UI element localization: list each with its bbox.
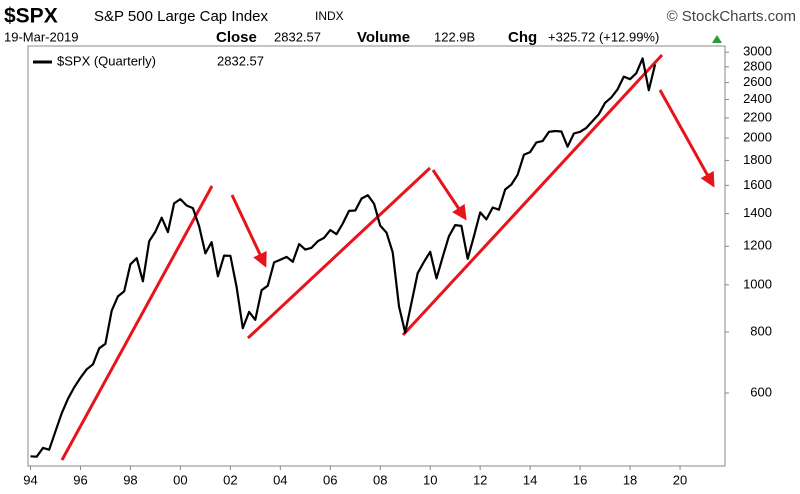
legend-value: 2832.57 xyxy=(217,53,264,68)
x-tick-label: 20 xyxy=(673,472,687,487)
y-tick-label: 2400 xyxy=(743,91,772,106)
x-tick-label: 00 xyxy=(173,472,187,487)
y-tick-label: 1400 xyxy=(743,205,772,220)
arrow xyxy=(431,169,467,221)
arrow xyxy=(658,89,715,188)
x-tick-label: 98 xyxy=(123,472,137,487)
up-icon xyxy=(712,35,722,43)
legend-label: $SPX (Quarterly) xyxy=(57,53,156,68)
x-tick-label: 96 xyxy=(73,472,87,487)
index-name: S&P 500 Large Cap Index xyxy=(94,8,269,25)
y-tick-label: 2600 xyxy=(743,74,772,89)
close-label: Close xyxy=(216,29,257,46)
y-tick-label: 1200 xyxy=(743,238,772,253)
y-tick-label: 3000 xyxy=(743,44,772,59)
source: © StockCharts.com xyxy=(667,8,796,25)
x-tick-label: 06 xyxy=(323,472,337,487)
y-tick-label: 2200 xyxy=(743,109,772,124)
symbol: $SPX xyxy=(4,5,58,28)
y-tick-label: 2000 xyxy=(743,130,772,145)
x-tick-label: 16 xyxy=(573,472,587,487)
y-tick-label: 1800 xyxy=(743,152,772,167)
x-tick-label: 18 xyxy=(623,472,637,487)
exchange: INDX xyxy=(315,9,344,23)
x-tick-label: 02 xyxy=(223,472,237,487)
annotations xyxy=(60,53,715,461)
close-value: 2832.57 xyxy=(274,29,321,44)
x-tick-label: 94 xyxy=(23,472,37,487)
y-tick-label: 1000 xyxy=(743,276,772,291)
y-tick-label: 600 xyxy=(750,384,772,399)
y-tick-label: 1600 xyxy=(743,177,772,192)
x-tick-label: 12 xyxy=(473,472,487,487)
trend-line xyxy=(246,166,432,340)
arrow xyxy=(230,194,267,268)
volume-label: Volume xyxy=(357,29,410,46)
y-tick-label: 800 xyxy=(750,324,772,339)
price-line xyxy=(30,57,657,458)
x-tick-label: 04 xyxy=(273,472,287,487)
y-tick-label: 2800 xyxy=(743,58,772,73)
x-tick-label: 10 xyxy=(423,472,437,487)
trend-line xyxy=(401,53,664,337)
plot-frame xyxy=(27,45,726,467)
chg-value: +325.72 (+12.99%) xyxy=(548,29,659,44)
volume-value: 122.9B xyxy=(434,29,475,44)
x-tick-label: 08 xyxy=(373,472,387,487)
x-tick-label: 14 xyxy=(523,472,537,487)
chg-label: Chg xyxy=(508,29,537,46)
trend-line xyxy=(60,185,214,461)
date: 19-Mar-2019 xyxy=(4,29,78,44)
